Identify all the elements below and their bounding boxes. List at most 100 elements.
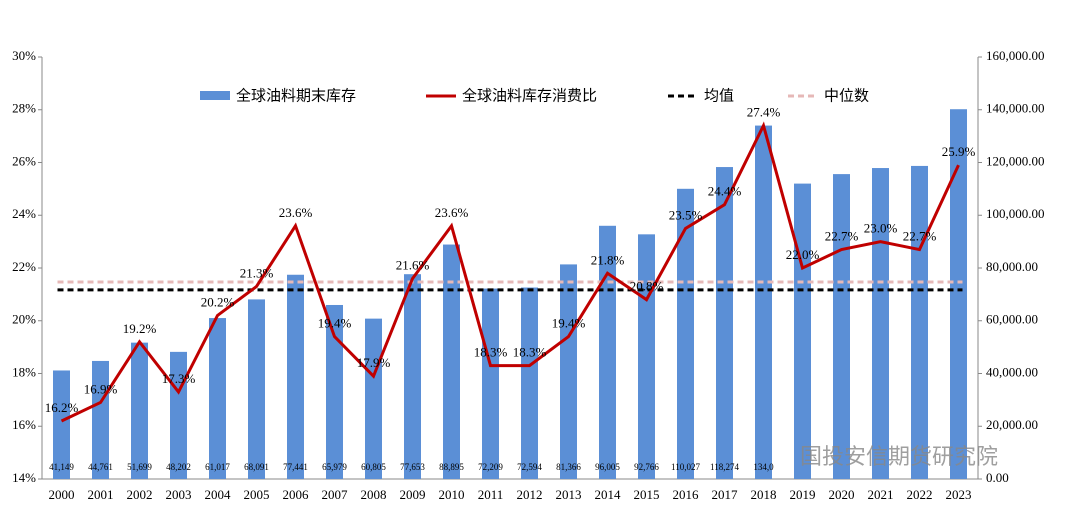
x-tick-label: 2019 (790, 487, 816, 502)
x-tick-label: 2015 (634, 487, 660, 502)
bar (404, 274, 421, 479)
y-tick-label: 18% (12, 364, 36, 379)
bar (911, 165, 928, 479)
line-label: 21.3% (240, 265, 274, 280)
bar (833, 174, 850, 480)
x-tick-label: 2006 (283, 487, 310, 502)
bar-label: 48,202 (166, 462, 191, 472)
x-tick-label: 2020 (829, 487, 855, 502)
y2-tick-label: 60,000.00 (986, 312, 1038, 327)
line (60, 121, 960, 423)
watermark: 国投安信期货研究院 (800, 445, 998, 470)
y-tick-label: 30% (12, 48, 36, 63)
line-label: 27.4% (747, 105, 781, 120)
bar-label: 77,441 (283, 462, 308, 472)
bar-label: 61,017 (205, 462, 230, 472)
y2-tick-label: 80,000.00 (986, 259, 1038, 274)
bar-label: 72,594 (517, 462, 542, 472)
bar (326, 304, 343, 479)
y-tick-label: 26% (12, 153, 36, 168)
line-label: 22.7% (825, 229, 859, 244)
line-label: 18.3% (474, 345, 508, 360)
line-label: 18.3% (513, 345, 547, 360)
line-label: 23.6% (279, 205, 313, 220)
line-label: 20.8% (630, 279, 664, 294)
y-tick-label: 20% (12, 312, 36, 327)
bar (209, 318, 226, 479)
line-label: 23.6% (435, 205, 469, 220)
line-label: 17.3% (162, 371, 196, 386)
x-tick-label: 2022 (907, 487, 933, 502)
x-tick-label: 2010 (439, 487, 465, 502)
line-label: 16.9% (84, 381, 118, 396)
line-label: 16.2% (45, 400, 79, 415)
x-tick-label: 2005 (244, 487, 270, 502)
x-tick-label: 2016 (673, 487, 700, 502)
y-tick-label: 28% (12, 101, 36, 116)
line-label: 25.9% (942, 144, 976, 159)
line-label: 19.4% (552, 316, 586, 331)
bar-label: 65,979 (322, 462, 347, 472)
y2-tick-label: 100,000.00 (986, 206, 1045, 221)
x-tick-label: 2013 (556, 487, 582, 502)
bar-label: 72,209 (478, 462, 503, 472)
bar (560, 264, 577, 479)
x-tick-label: 2009 (400, 487, 426, 502)
y-tick-label: 24% (12, 206, 36, 221)
bar-label: 81,366 (556, 462, 581, 472)
x-tick-label: 2008 (361, 487, 387, 502)
legend-label: 全球油料期末库存 (236, 87, 356, 105)
legend-swatch (200, 91, 230, 100)
bar (872, 168, 889, 479)
bar-label: 77,653 (400, 462, 425, 472)
x-tick-label: 2018 (751, 487, 777, 502)
bar (755, 125, 772, 479)
x-tick-label: 2023 (946, 487, 972, 502)
bar-label: 68,091 (244, 462, 269, 472)
x-tick-label: 2014 (595, 487, 622, 502)
x-tick-label: 2011 (478, 487, 504, 502)
y-tick-label: 16% (12, 417, 36, 432)
x-tick-label: 2012 (517, 487, 543, 502)
bar (287, 274, 304, 479)
x-tick-label: 2021 (868, 487, 894, 502)
line-label: 21.6% (396, 258, 430, 273)
x-tick-label: 2017 (712, 487, 739, 502)
line-label: 19.4% (318, 316, 352, 331)
bar-label: 88,895 (439, 462, 464, 472)
line-label: 22.0% (786, 247, 820, 262)
line-label: 23.0% (864, 221, 898, 236)
y2-tick-label: 20,000.00 (986, 417, 1038, 432)
bar (443, 244, 460, 479)
line-label: 20.2% (201, 294, 235, 309)
bar-label: 60,805 (361, 462, 386, 472)
x-tick-label: 2002 (127, 487, 153, 502)
y-tick-label: 14% (12, 470, 36, 485)
x-tick-label: 2000 (49, 487, 75, 502)
legend-label: 中位数 (824, 87, 869, 105)
legend-label: 全球油料库存消费比 (462, 87, 597, 105)
bar (638, 234, 655, 479)
line-label: 24.4% (708, 184, 742, 199)
x-tick-label: 2004 (205, 487, 232, 502)
y2-tick-label: 120,000.00 (986, 153, 1045, 168)
bar (716, 167, 733, 480)
x-tick-label: 2001 (88, 487, 114, 502)
line-label: 23.5% (669, 207, 703, 222)
line-label: 21.8% (591, 252, 625, 267)
bar (677, 188, 694, 480)
bar (482, 288, 499, 479)
y-tick-label: 22% (12, 259, 36, 274)
bar (950, 109, 967, 479)
bar-label: 110,027 (671, 462, 700, 472)
bar (53, 370, 70, 479)
y2-tick-label: 160,000.00 (986, 48, 1045, 63)
bar-label: 96,005 (595, 462, 620, 472)
bar-label: 41,149 (49, 462, 74, 472)
line-label: 17.9% (357, 355, 391, 370)
bar-label: 92,766 (634, 462, 659, 472)
bar-label: 51,699 (127, 462, 152, 472)
legend-label: 均值 (704, 87, 734, 105)
line-label: 22.7% (903, 229, 937, 244)
